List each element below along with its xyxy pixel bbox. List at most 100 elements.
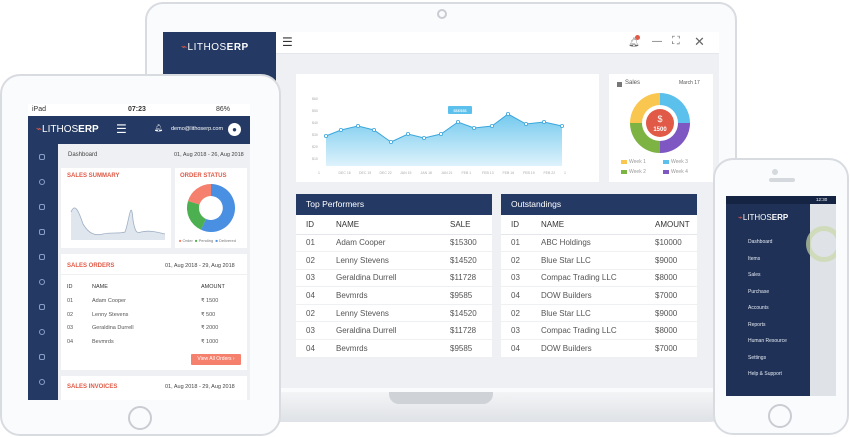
phone-camera	[772, 169, 778, 175]
settings-icon[interactable]	[39, 379, 45, 385]
chart-point	[471, 126, 476, 131]
bank-icon[interactable]	[39, 354, 45, 360]
phone-menu-item[interactable]: Reports	[748, 321, 766, 328]
user-email: demo@lithoserp.com	[171, 126, 224, 132]
phone-speaker	[769, 178, 795, 182]
sales-invoices-panel: SALES INVOICES 01, Aug 2018 - 29, Aug 20…	[61, 376, 247, 400]
col-name: NAME	[92, 284, 108, 290]
y-tick-label: $50	[312, 109, 318, 113]
laptop-camera	[437, 9, 447, 19]
x-tick-label: JAN 15	[400, 171, 412, 175]
close-icon[interactable]: ✕	[694, 34, 705, 49]
phone-menu-item[interactable]: Dashboard	[748, 239, 773, 245]
cell-name: Geraldina Durrell	[92, 325, 134, 331]
table-row[interactable]: 04 Bevmrds $9585	[296, 339, 492, 358]
document-icon[interactable]	[39, 229, 45, 235]
order-status-title: ORDER STATUS	[180, 173, 227, 179]
x-tick-label: 1	[564, 171, 566, 175]
table-row[interactable]: 04 Bevmrds $9585	[296, 286, 492, 305]
table-row[interactable]: 03 Compac Trading LLC $8000	[501, 269, 697, 288]
donut-slice-week1	[630, 93, 660, 123]
table-row[interactable]: 03 Compac Trading LLC $8000	[501, 321, 697, 341]
outstandings-table: ID NAME AMOUNT 01 ABC Holdings $10000 02 Blu…	[501, 215, 697, 358]
cell-id: 02	[67, 311, 74, 318]
bell-icon[interactable]: 🔔︎	[154, 125, 163, 132]
cell-value: $8000	[645, 321, 697, 341]
x-tick-label: JAN 18	[421, 171, 433, 175]
chart-tooltip-text: $$$$$$	[453, 108, 467, 113]
person-icon[interactable]	[39, 279, 45, 285]
table-row[interactable]: 02 Blue Star LLC $9000	[501, 304, 697, 323]
dashboard-icon[interactable]	[39, 154, 45, 160]
hamburger-icon[interactable]: ☰	[282, 35, 293, 49]
table-row[interactable]: 02 Lenny Stevens $14520	[296, 304, 492, 323]
hamburger-icon[interactable]: ☰	[116, 122, 127, 136]
table-row[interactable]: 01 ABC Holdings $10000	[501, 234, 697, 253]
top-performers-table: ID NAME SALE 01 Adam Cooper $15300 02 Lenny …	[296, 215, 492, 358]
chart-point	[356, 124, 361, 129]
phone-menu-item[interactable]: Accounts	[748, 305, 769, 311]
y-tick-label: $30	[312, 133, 318, 137]
sales-summary-title: SALES SUMMARY	[67, 173, 120, 179]
chart-point	[389, 140, 394, 145]
phone-menu-item[interactable]: Human Resource	[748, 338, 787, 344]
breadcrumb: Dashboard	[68, 152, 98, 158]
transfer-icon[interactable]	[39, 254, 45, 260]
minimize-icon[interactable]: —	[652, 36, 662, 47]
group-icon[interactable]	[39, 304, 45, 310]
table-row[interactable]: 03 Geraldina Durrell $11728	[296, 321, 492, 341]
x-tick-label: 1	[318, 171, 320, 175]
y-tick-label: $10	[312, 157, 318, 161]
phone-menu-item[interactable]: Settings	[748, 354, 767, 361]
cell-name: Lenny Stevens	[326, 304, 440, 323]
cell-id: 01	[296, 234, 326, 253]
cell-value: $8000	[645, 269, 697, 288]
view-all-orders-button[interactable]: View All Orders ›	[191, 354, 241, 365]
x-tick-label: DEC 19	[359, 171, 371, 175]
cell-id: 04	[501, 339, 531, 358]
chart-point	[505, 112, 510, 117]
sales-trend-card: $60 $50 $40 $30 $20 $10 $$$$$$ 1 DEC 16 DEC 19 D…	[296, 74, 599, 182]
sales-orders-date: 01, Aug 2018 - 29, Aug 2018	[165, 263, 235, 269]
fullscreen-icon[interactable]: ⛶	[672, 35, 680, 47]
table-row[interactable]: 01 Adam Cooper $15300	[296, 234, 492, 253]
phone-menu-item[interactable]: Items	[748, 255, 761, 262]
users-icon[interactable]	[39, 204, 45, 210]
tablet-home-button[interactable]	[128, 406, 152, 430]
cell-name: Compac Trading LLC	[531, 321, 645, 341]
sales-trend-chart: $60 $50 $40 $30 $20 $10 $$$$$$ 1 DEC 16 DEC 19 D…	[312, 97, 566, 175]
tablet-screen: iPad 07:23 86% ⌁LITHOSERP ☰ 🔔︎ demo@lith…	[28, 104, 250, 400]
cell-name: Lenny Stevens	[92, 311, 129, 318]
donut-legend: Week 1 Week 3 Week 2 Week 4	[621, 158, 701, 178]
col-name: NAME	[531, 215, 645, 235]
avatar[interactable]: ●	[228, 123, 241, 136]
col-amount: AMOUNT	[645, 215, 697, 235]
phone-screen: 12:30 ⌁LITHOSERP Dashboard Items Sales Purc…	[726, 196, 836, 396]
top-performers-card: Top Performers ID NAME SALE 01 Adam Coope…	[296, 194, 492, 358]
phone-menu-item[interactable]: Purchase	[748, 288, 770, 295]
cell-value: $9000	[645, 304, 697, 323]
profile-icon[interactable]	[39, 329, 45, 335]
cell-id: 03	[296, 321, 326, 341]
phone-home-button[interactable]	[768, 404, 792, 428]
cell-id: 03	[501, 321, 531, 341]
table-row[interactable]: 02 Lenny Stevens $14520	[296, 251, 492, 270]
table-row[interactable]: 02 Blue Star LLC $9000	[501, 251, 697, 270]
bell-icon[interactable]: 🔔︎	[628, 37, 640, 47]
phone-menu-item[interactable]: Sales	[748, 272, 761, 278]
phone-menu-item[interactable]: Help & Support	[748, 371, 782, 377]
table-row[interactable]: 04 DOW Builders $7000	[501, 339, 697, 358]
cell-id: 01	[501, 234, 531, 253]
area-fill	[326, 114, 562, 166]
sales-donut: $ 1500	[630, 93, 690, 153]
legend-week3: Week 3	[671, 159, 688, 165]
phone-menu: Dashboard Items Sales Purchase Accounts Repor…	[726, 234, 810, 383]
chart-tooltip	[448, 106, 472, 114]
donut-slice-week2	[630, 123, 660, 153]
cell-name: Blue Star LLC	[531, 251, 645, 270]
table-row[interactable]: 04 DOW Builders $7000	[501, 286, 697, 305]
cell-value: $9000	[645, 251, 697, 270]
table-row[interactable]: 03 Geraldina Durrell $11728	[296, 269, 492, 288]
items-icon[interactable]	[39, 179, 45, 185]
legend-week4: Week 4	[671, 169, 688, 175]
